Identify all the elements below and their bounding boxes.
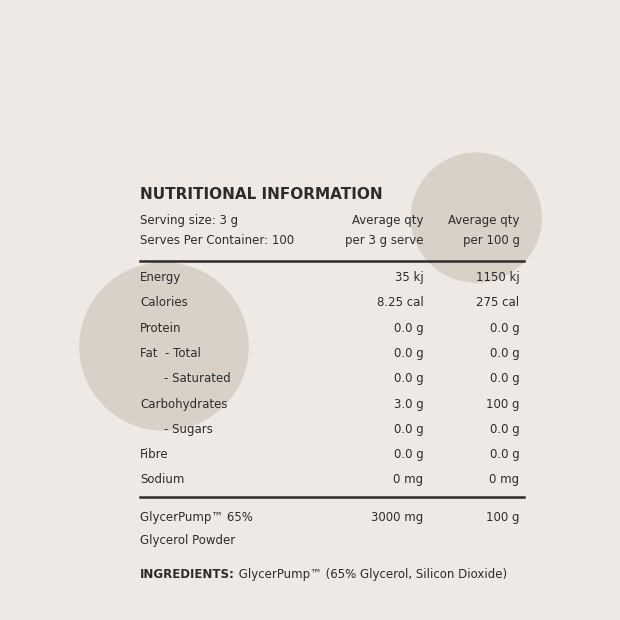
Circle shape [80, 263, 248, 430]
Text: NUTRITIONAL INFORMATION: NUTRITIONAL INFORMATION [140, 187, 383, 202]
Text: Energy: Energy [140, 271, 181, 284]
Text: Fat  - Total: Fat - Total [140, 347, 201, 360]
Text: - Saturated: - Saturated [164, 372, 231, 385]
Text: 3000 mg: 3000 mg [371, 511, 423, 524]
Circle shape [412, 153, 541, 282]
Text: 0.0 g: 0.0 g [394, 347, 423, 360]
Text: 0.0 g: 0.0 g [394, 322, 423, 335]
Text: 0.0 g: 0.0 g [490, 448, 520, 461]
Text: 3.0 g: 3.0 g [394, 397, 423, 410]
Text: Carbohydrates: Carbohydrates [140, 397, 228, 410]
Text: 0.0 g: 0.0 g [490, 322, 520, 335]
Text: 0.0 g: 0.0 g [490, 347, 520, 360]
Text: Sodium: Sodium [140, 474, 184, 487]
Text: GlycerPump™ (65% Glycerol, Silicon Dioxide): GlycerPump™ (65% Glycerol, Silicon Dioxi… [235, 568, 507, 581]
Text: Average qty
per 3 g serve: Average qty per 3 g serve [345, 215, 423, 247]
Text: 275 cal: 275 cal [476, 296, 520, 309]
Text: 1150 kj: 1150 kj [476, 271, 520, 284]
Text: Serving size: 3 g
Serves Per Container: 100: Serving size: 3 g Serves Per Container: … [140, 215, 294, 247]
Text: 0 mg: 0 mg [489, 474, 520, 487]
Text: 0.0 g: 0.0 g [394, 448, 423, 461]
Text: 0.0 g: 0.0 g [394, 423, 423, 436]
Text: Glycerol Powder: Glycerol Powder [140, 534, 235, 547]
Text: INGREDIENTS:: INGREDIENTS: [140, 568, 235, 581]
Text: 0.0 g: 0.0 g [490, 372, 520, 385]
Text: Average qty
per 100 g: Average qty per 100 g [448, 215, 520, 247]
Text: 0.0 g: 0.0 g [490, 423, 520, 436]
Text: 0.0 g: 0.0 g [394, 372, 423, 385]
Text: Protein: Protein [140, 322, 182, 335]
Text: GlycerPump™ 65%: GlycerPump™ 65% [140, 511, 253, 524]
Text: 100 g: 100 g [486, 511, 520, 524]
Text: Fibre: Fibre [140, 448, 169, 461]
Text: 35 kj: 35 kj [395, 271, 423, 284]
Text: Calories: Calories [140, 296, 188, 309]
Text: - Sugars: - Sugars [164, 423, 213, 436]
Text: 100 g: 100 g [486, 397, 520, 410]
Text: 8.25 cal: 8.25 cal [377, 296, 423, 309]
Text: 0 mg: 0 mg [393, 474, 423, 487]
